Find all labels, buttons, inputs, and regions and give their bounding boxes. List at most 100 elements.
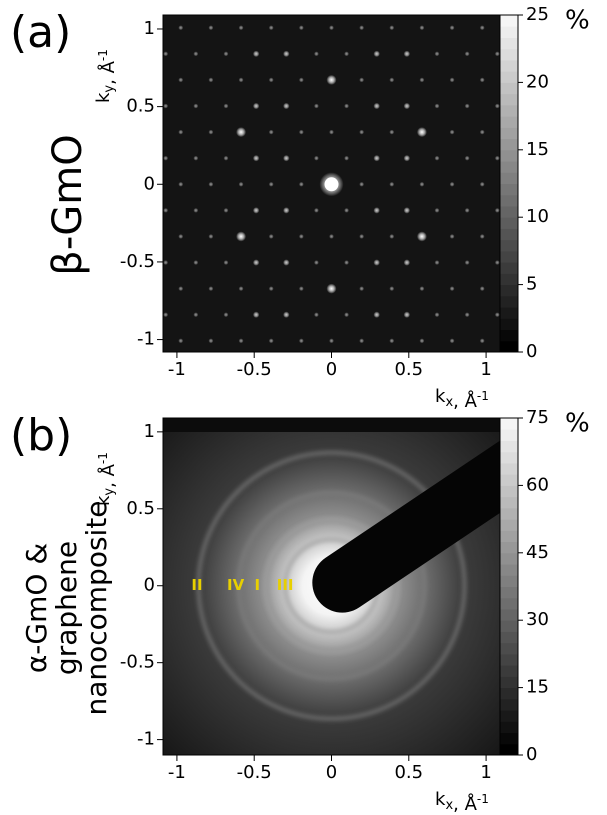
spot [298,286,304,292]
axis-label-part: , Å [97,60,119,84]
x-tick-label: -1 [168,359,186,380]
colorbar-step [500,71,518,83]
spot [344,207,349,213]
spot [314,103,319,109]
colorbar-tick-label: 30 [526,609,549,630]
spot [178,77,184,83]
axis-label-part: k [435,386,446,407]
spot [359,25,365,31]
colorbar-step [500,653,518,666]
spot [373,311,380,318]
colorbar-tick-label: 60 [526,474,549,495]
spot [298,77,304,83]
spot [268,129,274,135]
spot [359,338,365,344]
spot [268,338,274,344]
spot [223,260,229,265]
axis-label-part: , Å [453,793,477,815]
spot [494,312,500,318]
ring-label: I [255,576,261,594]
colorbar-tick-label: 15 [526,139,549,160]
spot [298,338,304,344]
ring [264,518,399,654]
spot [252,259,260,266]
colorbar-step [500,48,518,61]
colorbar-tick-label: 0 [526,744,537,765]
colorbar-step [500,507,518,520]
spot [326,74,337,85]
spot [419,77,425,83]
spot [236,231,247,242]
spot [373,259,380,266]
spot [434,51,440,57]
spot [298,25,304,31]
colorbar-step [500,262,518,274]
spot [449,181,455,187]
spot [434,312,440,318]
spot [344,51,349,57]
axis-label-part: -1 [477,389,489,403]
colorbar-step [500,127,518,140]
spot [359,286,365,292]
spot [464,260,470,265]
spot [494,155,500,161]
spot [494,103,500,109]
y-tick-label: -1 [137,329,155,350]
spot [373,50,380,58]
spot [344,260,349,265]
axis-label-part: y [102,85,117,93]
colorbar-tick-label: 0 [526,341,537,362]
spot [283,50,290,58]
colorbar-step [500,329,518,342]
spot [193,207,199,213]
spot [389,129,395,135]
axis-label-part: k [93,495,114,506]
spot [434,207,440,213]
colorbar-step [500,608,518,621]
spot [314,260,319,265]
colorbar-step [500,496,518,509]
spot [494,260,500,265]
colorbar-step [500,161,518,173]
spot [283,311,290,318]
spot [298,234,304,239]
axis-label-part: , Å [453,390,477,412]
spot [359,77,365,83]
colorbar-tick-label: 25 [526,4,549,25]
spot [223,312,229,318]
spot [298,129,304,135]
spot [464,207,470,213]
side-label: nanocomposite [80,500,113,715]
spot [419,286,425,292]
spot [389,77,395,83]
spot [238,286,244,292]
y-axis-label: ky, Å-1 [93,452,119,506]
x-tick-label: -1 [168,762,186,783]
side-label: graphene [50,541,83,675]
spot [268,25,274,31]
colorbar-step [500,307,518,319]
spot [449,25,455,31]
spot [223,155,229,161]
spot [283,207,290,214]
spot [163,51,169,57]
colorbar-step [500,665,518,677]
colorbar-step [500,138,518,151]
colorbar-step [500,743,518,756]
colorbar-step [500,93,518,106]
colorbar-step [500,597,518,610]
axis-label-part: k [435,789,446,810]
x-tick-label: -0.5 [237,359,272,380]
colorbar-step [500,552,518,565]
diffraction-image [163,15,500,352]
colorbar-step [500,530,518,543]
colorbar-step [500,104,518,117]
top-band [163,418,500,432]
central-spot-core [324,177,339,192]
colorbar-frame [499,14,519,353]
spot [252,50,260,58]
axis-label-part: x [445,798,453,813]
spot [479,77,485,83]
spot [403,102,411,110]
